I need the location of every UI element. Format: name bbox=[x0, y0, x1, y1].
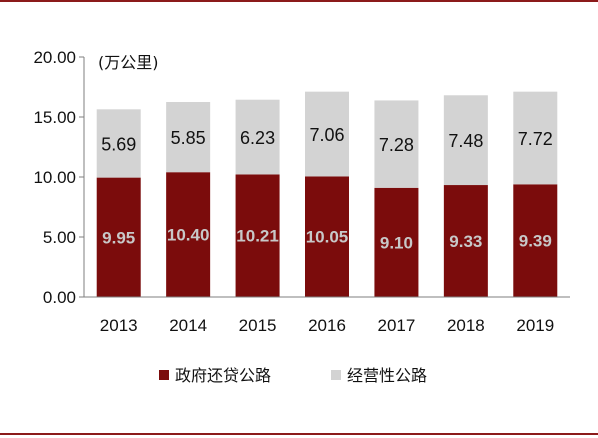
bar-segment-政府还贷公路 bbox=[166, 172, 211, 297]
bar-segment-经营性公路 bbox=[374, 100, 419, 188]
bar-segment-政府还贷公路 bbox=[443, 185, 488, 297]
x-axis: 2013 2014 2015 2016 2017 2018 2019 bbox=[84, 296, 570, 335]
bar-segment-政府还贷公路 bbox=[374, 187, 419, 297]
x-tick-label: 2019 bbox=[516, 316, 554, 335]
bar-segment-经营性公路 bbox=[443, 95, 488, 186]
y-tick-label: 10.00 bbox=[33, 168, 76, 187]
legend: 政府还贷公路 经营性公路 bbox=[159, 366, 427, 385]
bar-segment-经营性公路 bbox=[513, 91, 558, 185]
data-label: 10.05 bbox=[306, 228, 349, 247]
data-label: 6.23 bbox=[240, 128, 275, 148]
y-tick-label: 0.00 bbox=[43, 288, 76, 307]
data-label: 10.40 bbox=[167, 226, 210, 245]
legend-swatch bbox=[331, 370, 341, 380]
legend-label: 经营性公路 bbox=[347, 366, 427, 385]
bar-segment-政府还贷公路 bbox=[96, 177, 141, 297]
unit-label: (万公里) bbox=[98, 53, 159, 72]
data-label: 9.95 bbox=[102, 228, 135, 247]
bar-segment-政府还贷公路 bbox=[235, 174, 280, 297]
x-tick-label: 2016 bbox=[308, 316, 346, 335]
bar-segment-经营性公路 bbox=[166, 102, 211, 173]
bar-segment-政府还贷公路 bbox=[513, 184, 558, 297]
top-border bbox=[0, 0, 598, 2]
bars: 9.95 5.69 10.40 5.85 10.21 6.23 10.05 7.06 9.10 7… bbox=[96, 91, 558, 297]
data-label: 9.10 bbox=[380, 233, 413, 252]
legend-swatch bbox=[159, 370, 169, 380]
legend-label: 政府还贷公路 bbox=[175, 366, 271, 385]
data-label: 5.69 bbox=[101, 134, 136, 154]
y-axis: 0.00 5.00 10.00 15.00 20.00 bbox=[33, 48, 85, 307]
data-label: 7.72 bbox=[518, 129, 553, 149]
data-label: 7.06 bbox=[309, 125, 344, 145]
x-tick-label: 2014 bbox=[169, 316, 207, 335]
data-label: 5.85 bbox=[171, 128, 206, 148]
bar-segment-经营性公路 bbox=[235, 99, 280, 175]
y-tick-label: 15.00 bbox=[33, 108, 76, 127]
bar-segment-经营性公路 bbox=[96, 109, 141, 178]
bar-segment-政府还贷公路 bbox=[305, 176, 349, 297]
x-tick-label: 2013 bbox=[100, 316, 138, 335]
data-label: 7.48 bbox=[448, 131, 483, 151]
data-label: 9.33 bbox=[449, 232, 482, 251]
bar-segment-经营性公路 bbox=[305, 91, 349, 177]
bottom-border bbox=[0, 433, 598, 435]
x-tick-label: 2018 bbox=[447, 316, 485, 335]
data-label: 9.39 bbox=[519, 232, 552, 251]
y-tick-label: 20.00 bbox=[33, 48, 76, 67]
y-tick-label: 5.00 bbox=[43, 228, 76, 247]
x-tick-label: 2015 bbox=[239, 316, 277, 335]
data-label: 10.21 bbox=[236, 227, 279, 246]
x-tick-label: 2017 bbox=[378, 316, 416, 335]
data-label: 7.28 bbox=[379, 135, 414, 155]
